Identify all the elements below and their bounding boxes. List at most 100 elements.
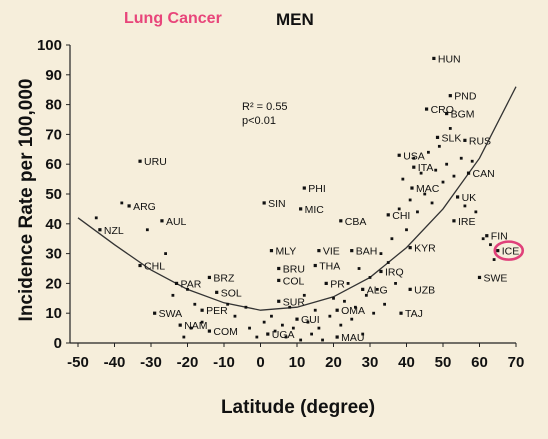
data-point-oma — [335, 308, 339, 312]
data-point — [273, 329, 277, 333]
data-point — [281, 323, 284, 327]
point-label-cro: CRO — [431, 104, 454, 116]
point-label-can: CAN — [473, 168, 495, 180]
point-label-kyr: KYR — [414, 243, 436, 255]
data-point-ita — [412, 165, 416, 169]
x-tick-label: 30 — [362, 354, 379, 371]
point-label-swa: SWA — [159, 308, 183, 320]
data-point — [364, 293, 368, 297]
point-label-pr: PR — [330, 278, 345, 290]
data-point-chi — [386, 213, 390, 217]
data-point — [284, 335, 288, 339]
data-point — [244, 305, 248, 309]
y-tick-label: 30 — [45, 246, 62, 263]
data-point-pr — [324, 281, 328, 285]
data-point — [328, 314, 332, 318]
data-point-cro — [424, 107, 429, 111]
data-point-col — [277, 278, 281, 283]
data-point-bgm — [445, 111, 449, 116]
point-label-arg: ARG — [133, 201, 156, 213]
data-point — [408, 198, 412, 202]
x-ticks: -50 -40 -30 -20 -10 0 10 20 30 40 50 60 70 — [67, 343, 524, 371]
data-point-fin — [485, 234, 489, 238]
data-point-swe — [477, 275, 482, 280]
point-label-tha: THA — [319, 261, 340, 273]
point-label-uru: URU — [144, 156, 167, 168]
data-point — [434, 168, 438, 172]
data-point — [452, 174, 456, 178]
r-squared-label: R² = 0.55 — [242, 101, 288, 113]
point-label-alg: ALG — [367, 284, 388, 296]
data-point-ire — [452, 219, 456, 223]
point-label-cba: CBA — [345, 216, 367, 228]
data-point-pnd — [448, 94, 452, 98]
data-point-arg — [127, 204, 131, 208]
data-point — [186, 287, 189, 291]
data-point-bah — [350, 249, 354, 253]
data-point — [375, 287, 379, 291]
data-point-mau — [335, 335, 339, 339]
data-point — [416, 210, 419, 214]
y-tick-label: 10 — [45, 305, 62, 322]
data-point-ice — [496, 249, 500, 253]
data-point-mic — [299, 207, 303, 211]
data-point-per — [200, 308, 204, 312]
data-point-tha — [313, 263, 317, 268]
data-point — [248, 326, 251, 330]
point-label-sin: SIN — [268, 198, 286, 210]
chart-header-cancer-type: Lung Cancer — [124, 10, 222, 27]
data-point — [354, 305, 357, 309]
data-point — [317, 326, 321, 330]
data-point — [427, 150, 430, 154]
data-point-hun — [432, 56, 436, 61]
data-point-chl — [138, 263, 142, 268]
data-point — [310, 332, 313, 336]
data-point — [299, 338, 303, 342]
data-point — [459, 156, 463, 160]
data-point-can — [466, 171, 471, 175]
trend-curve-group — [77, 86, 517, 311]
y-tick-label: 80 — [45, 97, 62, 114]
x-tick-label: -10 — [213, 354, 235, 371]
point-label-chl: CHL — [144, 261, 165, 273]
data-point-vie — [317, 249, 321, 253]
data-point — [386, 261, 390, 264]
point-label-bah: BAH — [356, 246, 378, 258]
point-label-aul: AUL — [166, 216, 187, 228]
data-point — [372, 311, 376, 315]
highlight-ring — [493, 240, 525, 261]
x-tick-label: 50 — [435, 354, 452, 371]
data-point-uga — [266, 332, 270, 336]
data-point — [291, 326, 295, 330]
data-point-kyr — [408, 246, 412, 250]
axes: -50 -40 -30 -20 -10 0 10 20 30 40 50 60 70 0 10 20 30 40… — [37, 37, 524, 371]
data-points — [94, 56, 500, 342]
data-point — [302, 293, 306, 297]
data-point-aul — [160, 219, 164, 223]
data-point-par — [174, 281, 179, 285]
y-tick-label: 20 — [45, 275, 62, 292]
point-label-irq: IRQ — [385, 266, 404, 278]
y-axis-title: Incidence Rate per 100,000 — [16, 79, 37, 322]
point-label-oma: OMA — [341, 305, 365, 317]
data-point — [313, 308, 317, 312]
point-label-nam: NAM — [184, 320, 207, 332]
point-label-ire: IRE — [458, 216, 476, 228]
point-label-nzl: NZL — [104, 225, 124, 237]
data-point-nzl — [98, 228, 102, 232]
data-point-nam — [178, 323, 182, 327]
data-point — [226, 302, 230, 306]
data-point-sol — [215, 290, 219, 294]
y-tick-label: 40 — [45, 216, 62, 233]
data-point — [441, 180, 445, 184]
point-label-uga: UGA — [272, 329, 295, 341]
data-point — [481, 237, 485, 241]
x-tick-label: 20 — [325, 354, 342, 371]
point-label-gui: GUI — [301, 314, 320, 326]
x-tick-label: -30 — [140, 354, 162, 371]
data-point — [492, 258, 496, 261]
data-point-brz — [207, 275, 211, 280]
data-point — [463, 204, 467, 208]
data-point — [368, 276, 372, 279]
